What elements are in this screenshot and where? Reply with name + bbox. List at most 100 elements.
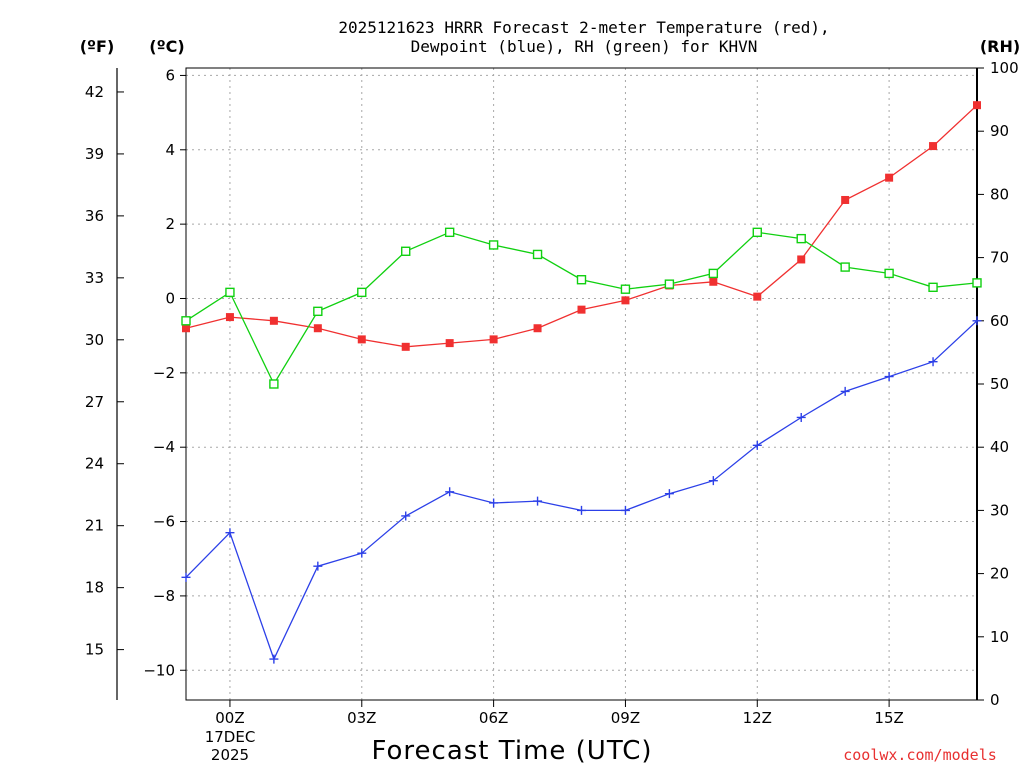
- f-tick-label-24: 24: [85, 455, 104, 473]
- dewpoint-point-9: [577, 505, 586, 515]
- relative-humidity-point-4: [357, 287, 367, 298]
- f-tick-label-33: 33: [85, 269, 104, 287]
- dewpoint-point-10: [620, 505, 630, 515]
- x-tick-label-15Z: 15Z: [874, 709, 903, 727]
- temperature-point-18: [973, 101, 981, 110]
- rh-tick-label-40: 40: [990, 438, 1009, 456]
- f-tick-label-42: 42: [85, 83, 104, 101]
- rh-tick-label-10: 10: [990, 628, 1009, 646]
- relative-humidity-point-9: [576, 275, 587, 285]
- relative-humidity-point-15: [840, 262, 850, 272]
- rh-tick-label-0: 0: [990, 691, 1000, 709]
- temperature-point-5: [401, 342, 410, 351]
- relative-humidity-point-8: [532, 249, 543, 260]
- dewpoint-point-2: [269, 654, 279, 664]
- temperature-point-8: [533, 324, 542, 333]
- temperature-point-3: [313, 324, 322, 333]
- dewpoint-point-13: [752, 440, 762, 450]
- relative-humidity-point-3: [313, 306, 323, 317]
- relative-humidity-point-5: [401, 246, 411, 256]
- x-tick-label-06Z: 06Z: [479, 709, 508, 727]
- dewpoint-point-8: [533, 496, 543, 506]
- dewpoint-point-17: [928, 357, 938, 367]
- x-tick-label-03Z: 03Z: [347, 709, 376, 727]
- c-tick-label--6: −6: [153, 513, 175, 531]
- f-tick-label-15: 15: [85, 641, 104, 659]
- x-tick-label-00Z: 00Z: [215, 709, 244, 727]
- rh-unit-label: (RH): [980, 37, 1020, 56]
- f-tick-label-27: 27: [85, 393, 104, 411]
- axes: [116, 67, 984, 707]
- c-tick-label-6: 6: [165, 66, 175, 84]
- tick-labels: 00Z 03Z 06Z 09Z 12Z 15Z6420−2−4−6−8−104239363…: [85, 59, 1019, 727]
- relative-humidity-point-14: [796, 233, 806, 244]
- site-credit-link[interactable]: coolwx.com/models: [843, 746, 997, 764]
- temperature-point-2: [269, 316, 278, 325]
- chart-title-line-2: Dewpoint (blue), RH (green) for KHVN: [411, 37, 758, 56]
- rh-tick-label-80: 80: [990, 185, 1009, 203]
- dewpoint-point-4: [357, 548, 367, 558]
- dewpoint-point-6: [445, 487, 455, 497]
- temperature-point-1: [225, 313, 234, 322]
- c-tick-label--10: −10: [143, 661, 175, 679]
- f-tick-label-30: 30: [85, 331, 104, 349]
- dewpoint-point-18: [972, 316, 982, 326]
- temperature-point-0: [182, 324, 190, 333]
- dewpoint-point-1: [225, 528, 235, 538]
- celsius-unit-label: (ºC): [149, 37, 184, 56]
- relative-humidity-point-13: [752, 227, 762, 238]
- relative-humidity-point-11: [664, 279, 675, 289]
- relative-humidity-point-1: [225, 287, 235, 298]
- relative-humidity-point-6: [444, 227, 455, 238]
- temperature-point-14: [797, 255, 806, 264]
- dewpoint-point-15: [840, 386, 850, 396]
- temperature-point-6: [445, 339, 454, 348]
- relative-humidity-point-7: [488, 240, 499, 250]
- relative-humidity-point-16: [884, 268, 894, 279]
- temperature-series: [182, 101, 981, 351]
- rh-tick-label-20: 20: [990, 565, 1009, 583]
- c-tick-label--4: −4: [153, 438, 175, 456]
- relative-humidity-point-17: [928, 282, 938, 293]
- grid-lines: [186, 68, 977, 700]
- temperature-point-7: [489, 335, 498, 344]
- c-tick-label-4: 4: [165, 141, 175, 159]
- rh-tick-label-100: 100: [990, 59, 1019, 77]
- f-tick-label-18: 18: [85, 579, 104, 597]
- relative-humidity-point-18: [972, 278, 982, 288]
- dewpoint-point-5: [401, 511, 411, 521]
- date-label-year: 2025: [211, 746, 249, 764]
- fahrenheit-unit-label: (ºF): [80, 37, 115, 56]
- temperature-point-15: [841, 195, 850, 204]
- c-tick-label-0: 0: [165, 289, 175, 307]
- dewpoint-point-11: [664, 489, 674, 499]
- rh-tick-label-50: 50: [990, 375, 1009, 393]
- dewpoint-point-0: [181, 572, 191, 582]
- dewpoint-point-16: [884, 372, 894, 382]
- c-tick-label-2: 2: [165, 215, 175, 233]
- x-tick-label-12Z: 12Z: [743, 709, 772, 727]
- dewpoint-point-3: [313, 561, 323, 571]
- relative-humidity-point-10: [620, 284, 631, 294]
- temperature-point-17: [929, 142, 938, 151]
- rh-tick-label-70: 70: [990, 249, 1009, 267]
- date-label-day: 17DEC: [205, 728, 256, 746]
- dewpoint-point-14: [796, 412, 806, 422]
- rh-tick-label-60: 60: [990, 312, 1009, 330]
- dewpoint-point-7: [489, 498, 499, 508]
- rh-tick-label-90: 90: [990, 122, 1009, 140]
- temperature-point-10: [621, 296, 630, 305]
- dewpoint-series: [181, 316, 982, 664]
- dewpoint-line: [185, 320, 978, 661]
- relative-humidity-point-12: [708, 268, 719, 279]
- plot-frame: [185, 67, 978, 701]
- temperature-point-9: [577, 305, 586, 314]
- c-tick-label--2: −2: [153, 364, 175, 382]
- temperature-point-12: [709, 277, 718, 286]
- temperature-point-4: [357, 335, 366, 344]
- f-tick-label-39: 39: [85, 145, 104, 163]
- x-tick-label-09Z: 09Z: [611, 709, 640, 727]
- relative-humidity-point-0: [181, 316, 191, 326]
- chart-title-line-1: 2025121623 HRRR Forecast 2-meter Tempera…: [338, 18, 829, 37]
- dewpoint-point-12: [708, 476, 718, 486]
